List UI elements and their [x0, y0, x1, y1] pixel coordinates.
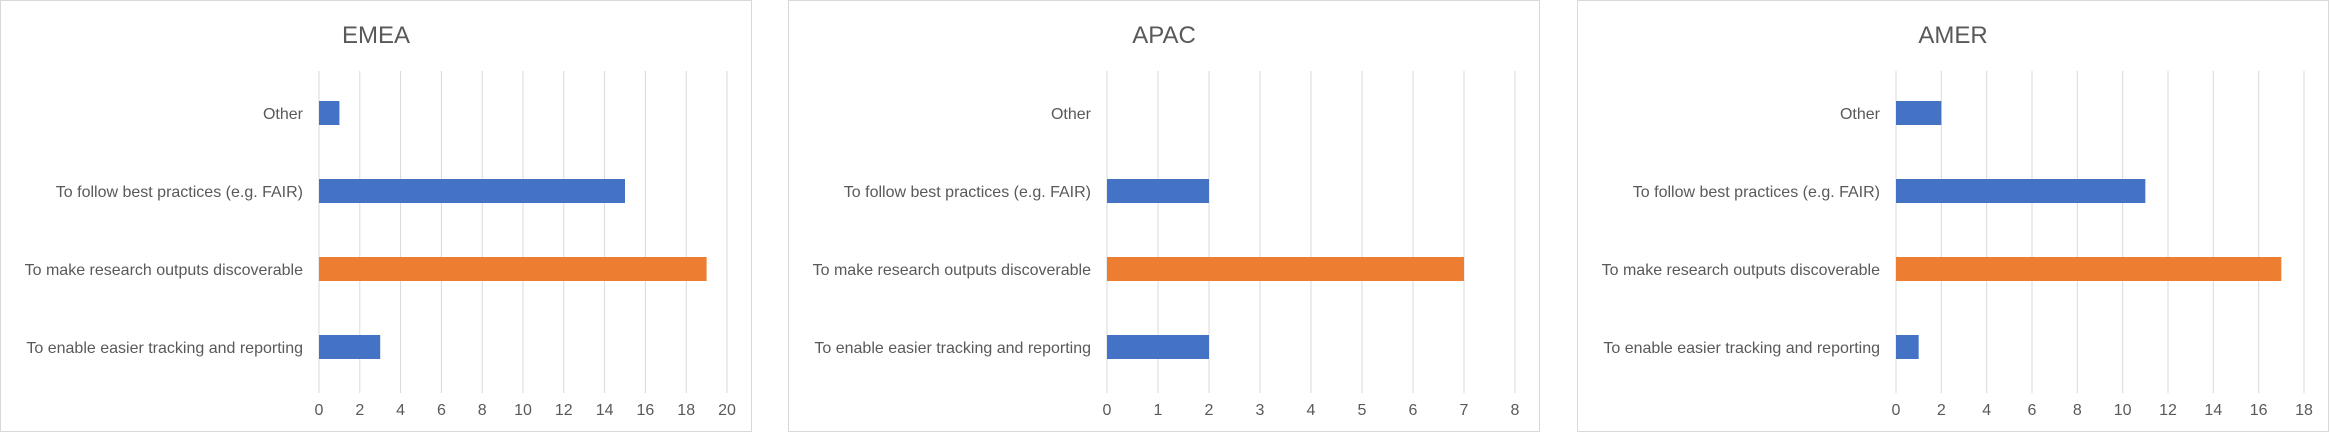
- x-tick-label: 6: [2028, 402, 2037, 419]
- x-tick-label: 12: [2159, 402, 2177, 419]
- category-label: Other: [1840, 106, 1881, 123]
- x-tick-label: 3: [1256, 402, 1265, 419]
- x-tick-label: 2: [355, 402, 364, 419]
- x-tick-label: 12: [555, 402, 573, 419]
- x-tick-label: 18: [2295, 402, 2313, 419]
- bar: [319, 335, 381, 359]
- chart-panel-amer: AMER 0 2 4 6 8 10 12 14 16 18 Other To follow best p…: [1577, 0, 2329, 432]
- bar: [1107, 179, 1209, 203]
- chart-svg-apac: APAC 0 1 2 3 4 5 6 7 8 Other To follow best practic…: [813, 22, 1520, 419]
- x-tick-label: 8: [2073, 402, 2082, 419]
- chart-panel-emea: EMEA 0 2 4 6 8 10 12 14 16 18 20 Other To follow best…: [0, 0, 752, 432]
- x-tick-label: 8: [1511, 402, 1520, 419]
- x-tick-label: 10: [2114, 402, 2132, 419]
- x-tick-label: 1: [1154, 402, 1163, 419]
- bar: [1107, 257, 1464, 281]
- bar: [1896, 257, 2282, 281]
- category-label: To follow best practices (e.g. FAIR): [1633, 184, 1880, 201]
- chart-panel-apac: APAC 0 1 2 3 4 5 6 7 8 Other To follow best practic…: [788, 0, 1540, 432]
- x-tick-label: 6: [1409, 402, 1418, 419]
- bar: [1896, 335, 1919, 359]
- category-label: Other: [263, 106, 304, 123]
- category-label: To make research outputs discoverable: [1602, 262, 1880, 279]
- category-label: To enable easier tracking and reporting: [26, 340, 303, 357]
- x-tick-label: 2: [1937, 402, 1946, 419]
- x-tick-label: 16: [637, 402, 655, 419]
- bar: [319, 179, 625, 203]
- category-label: To enable easier tracking and reporting: [814, 340, 1091, 357]
- x-tick-label: 4: [1307, 402, 1316, 419]
- x-tick-label: 6: [437, 402, 446, 419]
- category-label: Other: [1051, 106, 1092, 123]
- category-label: To enable easier tracking and reporting: [1603, 340, 1880, 357]
- x-tick-label: 16: [2250, 402, 2268, 419]
- bar: [1896, 101, 1942, 125]
- x-tick-label: 0: [1892, 402, 1901, 419]
- chart-title: AMER: [1918, 22, 1987, 49]
- category-label: To follow best practices (e.g. FAIR): [56, 184, 303, 201]
- x-tick-label: 7: [1460, 402, 1469, 419]
- category-label: To follow best practices (e.g. FAIR): [844, 184, 1091, 201]
- chart-svg-amer: AMER 0 2 4 6 8 10 12 14 16 18 Other To follow best p…: [1602, 22, 2313, 419]
- bar: [319, 101, 340, 125]
- x-tick-label: 5: [1358, 402, 1367, 419]
- x-tick-label: 14: [2204, 402, 2222, 419]
- bar: [319, 257, 707, 281]
- x-tick-label: 4: [396, 402, 405, 419]
- bar: [1107, 335, 1209, 359]
- x-tick-label: 8: [478, 402, 487, 419]
- x-tick-label: 0: [315, 402, 324, 419]
- category-label: To make research outputs discoverable: [813, 262, 1091, 279]
- x-tick-label: 4: [1982, 402, 1991, 419]
- x-tick-label: 2: [1205, 402, 1214, 419]
- x-tick-label: 20: [718, 402, 736, 419]
- chart-title: EMEA: [342, 22, 410, 49]
- x-tick-label: 18: [677, 402, 695, 419]
- x-tick-label: 10: [514, 402, 532, 419]
- category-label: To make research outputs discoverable: [25, 262, 303, 279]
- x-tick-label: 14: [596, 402, 614, 419]
- bar: [1896, 179, 2146, 203]
- x-tick-label: 0: [1103, 402, 1112, 419]
- chart-title: APAC: [1132, 22, 1196, 49]
- chart-svg-emea: EMEA 0 2 4 6 8 10 12 14 16 18 20 Other To follow best…: [25, 22, 736, 419]
